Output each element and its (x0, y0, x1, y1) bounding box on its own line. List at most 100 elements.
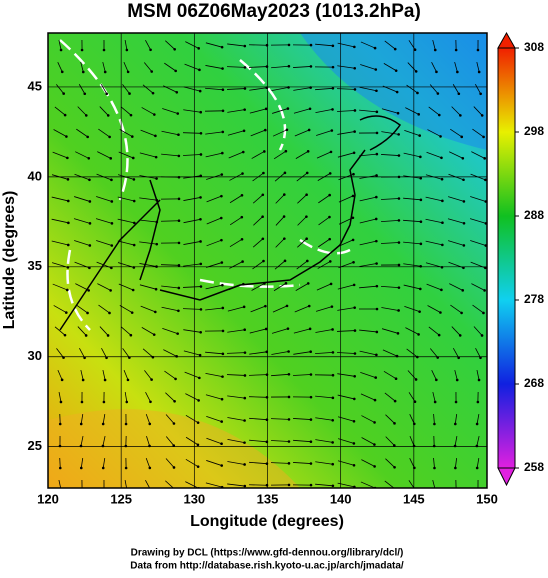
wind-arrow-head (375, 262, 378, 265)
wind-arrow-head (149, 401, 152, 404)
wind-arrow-head (413, 423, 416, 426)
wind-arrow-head (332, 374, 335, 377)
wind-arrow-head (221, 67, 224, 70)
wind-arrow-head (220, 420, 223, 423)
wind-arrow-head (132, 289, 135, 292)
wind-arrow-head (460, 136, 463, 139)
wind-arrow-head (396, 91, 399, 94)
wind-arrow-head (199, 90, 202, 93)
wind-arrow-head (86, 136, 89, 139)
wind-arrow-head (353, 152, 356, 155)
wind-arrow-head (243, 397, 246, 400)
wind-arrow-head (222, 330, 225, 333)
wind-arrow-head (152, 356, 155, 359)
wind-arrow-head (243, 306, 246, 309)
wind-arrow-head (262, 193, 265, 196)
wind-arrow-head (85, 334, 88, 337)
wind-arrow-head (261, 215, 264, 218)
wind-arrow-head (81, 489, 84, 492)
wind-arrow-head (108, 312, 111, 315)
wind-arrow-head (127, 379, 130, 382)
wind-arrow-head (375, 354, 378, 357)
wind-arrow-head (133, 200, 136, 203)
wind-arrow-head (177, 133, 180, 136)
wind-arrow-head (60, 489, 63, 492)
wind-arrow-head (306, 260, 309, 263)
wind-arrow-head (264, 305, 267, 308)
wind-arrow-head (149, 467, 152, 470)
wind-arrow-head (154, 311, 157, 314)
wind-arrow-head (332, 87, 335, 90)
wind-arrow-head (332, 397, 335, 400)
wind-arrow-head (328, 216, 331, 219)
wind-arrow-head (419, 288, 422, 291)
wind-arrow-head (221, 284, 224, 287)
wind-arrow-head (133, 178, 136, 181)
wind-arrow-head (66, 289, 69, 292)
wind-arrow-head (85, 114, 88, 117)
wind-arrow-head (375, 218, 378, 221)
wind-arrow-head (111, 244, 114, 247)
wind-arrow-head (397, 112, 400, 115)
wind-arrow-head (81, 401, 84, 404)
wind-arrow-head (332, 45, 335, 48)
wind-arrow-head (243, 328, 246, 331)
wind-arrow-head (478, 71, 481, 74)
wind-arrow-head (244, 66, 247, 69)
wind-arrow-head (434, 401, 437, 404)
wind-arrow-head (393, 422, 396, 425)
wind-arrow-head (305, 193, 308, 196)
wind-arrow-head (284, 260, 287, 263)
wind-arrow-head (286, 305, 289, 308)
wind-arrow-head (483, 157, 486, 160)
wind-arrow-head (288, 396, 291, 399)
wind-arrow-head (454, 423, 457, 426)
wind-arrow-head (89, 222, 92, 225)
wind-arrow-head (111, 200, 114, 203)
wind-arrow-head (241, 194, 244, 197)
wind-arrow-head (307, 282, 310, 285)
wind-arrow-head (60, 401, 63, 404)
wind-arrow-head (332, 485, 335, 488)
wind-arrow-head (102, 467, 105, 470)
wind-arrow-head (198, 69, 201, 72)
y-axis-label: Latitude (degrees) (1, 191, 18, 330)
colorbar-max-arrow (498, 33, 515, 48)
wind-arrow-head (155, 288, 158, 291)
wind-arrow-head (310, 462, 313, 465)
wind-arrow-head (398, 286, 401, 289)
wind-arrow-head (458, 92, 461, 95)
wind-arrow-head (353, 284, 356, 287)
wind-arrow-head (332, 66, 335, 69)
wind-arrow-head (393, 466, 396, 469)
wind-arrow-head (439, 135, 442, 138)
wind-arrow-head (288, 440, 291, 443)
wind-arrow-head (242, 283, 245, 286)
wind-arrow-head (481, 334, 484, 337)
wind-arrow-head (375, 240, 378, 243)
wind-arrow-head (353, 46, 356, 49)
wind-arrow-head (376, 132, 379, 135)
wind-arrow-head (153, 113, 156, 116)
wind-arrow-head (413, 467, 416, 470)
wind-arrow-head (133, 244, 136, 247)
wind-arrow-head (285, 282, 288, 285)
wind-arrow-head (376, 331, 379, 334)
wind-arrow-head (59, 423, 62, 426)
wind-arrow-head (150, 378, 153, 381)
wind-arrow-head (354, 329, 357, 332)
wind-arrow-head (353, 398, 356, 401)
wind-arrow-head (460, 312, 463, 315)
wind-arrow-head (221, 261, 224, 264)
wind-arrow-head (83, 92, 86, 95)
wind-arrow-head (477, 401, 480, 404)
wind-arrow-head (455, 49, 458, 52)
wind-arrow-head (416, 92, 419, 95)
wind-arrow-head (459, 114, 462, 117)
wind-arrow-head (222, 88, 225, 91)
wind-arrow-head (482, 312, 485, 315)
wind-arrow-head (456, 71, 459, 74)
wind-arrow-head (86, 312, 89, 315)
wind-arrow-head (65, 311, 68, 314)
wind-arrow-head (420, 199, 423, 202)
